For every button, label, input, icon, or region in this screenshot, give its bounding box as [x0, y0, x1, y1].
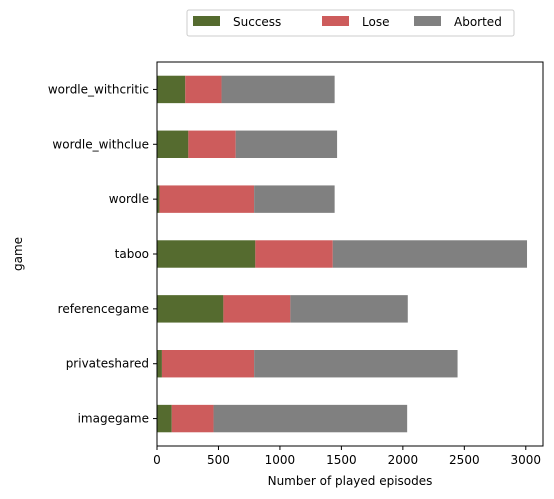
bar-aborted-imagegame: [213, 404, 408, 433]
y-tick-label: taboo: [115, 247, 149, 261]
x-tick-label: 3000: [511, 453, 542, 467]
bar-aborted-wordle: [254, 185, 335, 213]
x-tick-label: 1000: [265, 453, 296, 467]
bar-success-taboo: [157, 240, 256, 268]
bar-lose-privateshared: [161, 350, 255, 378]
x-axis-label: Number of played episodes: [268, 474, 433, 488]
y-tick-label: wordle: [109, 192, 149, 206]
x-tick-label: 1500: [326, 453, 357, 467]
bar-marks: [157, 75, 528, 433]
legend-label-success: Success: [233, 15, 281, 29]
legend-swatch-aborted: [414, 16, 441, 26]
x-tick-label: 0: [153, 453, 161, 467]
chart-legend: Success Lose Aborted: [186, 9, 515, 37]
bar-lose-taboo: [255, 240, 333, 268]
x-tick-label: 2500: [449, 453, 480, 467]
bar-aborted-referencegame: [290, 295, 408, 323]
bar-success-wordle_withcritic: [157, 75, 186, 104]
x-tick-label: 2000: [388, 453, 419, 467]
bar-aborted-privateshared: [254, 350, 458, 378]
y-tick-label: referencegame: [58, 302, 149, 316]
y-tick-label: imagegame: [78, 412, 149, 426]
legend-label-lose: Lose: [362, 15, 389, 29]
bar-lose-wordle: [159, 185, 255, 213]
bar-aborted-wordle_withclue: [235, 130, 338, 158]
bar-aborted-wordle_withcritic: [221, 75, 335, 104]
bar-lose-wordle_withclue: [188, 130, 236, 158]
legend-label-aborted: Aborted: [454, 15, 502, 29]
y-axis-label: game: [11, 237, 25, 271]
y-tick-label: privateshared: [66, 357, 149, 371]
bar-aborted-taboo: [332, 240, 528, 268]
y-tick-label: wordle_withcritic: [48, 82, 149, 96]
bar-lose-wordle_withcritic: [185, 75, 222, 104]
bar-lose-imagegame: [171, 404, 214, 433]
legend-swatch-success: [193, 16, 220, 26]
y-tick-label: wordle_withclue: [52, 137, 149, 151]
bar-success-privateshared: [157, 350, 162, 378]
bar-success-wordle: [157, 185, 160, 213]
x-axis: 0 500 1000 1500 2000 2500 3000: [153, 446, 541, 467]
bar-success-wordle_withclue: [157, 130, 189, 158]
x-tick-label: 500: [207, 453, 230, 467]
legend-swatch-lose: [322, 16, 349, 26]
bar-success-referencegame: [157, 295, 224, 323]
bar-lose-referencegame: [223, 295, 291, 323]
bar-success-imagegame: [157, 404, 172, 433]
